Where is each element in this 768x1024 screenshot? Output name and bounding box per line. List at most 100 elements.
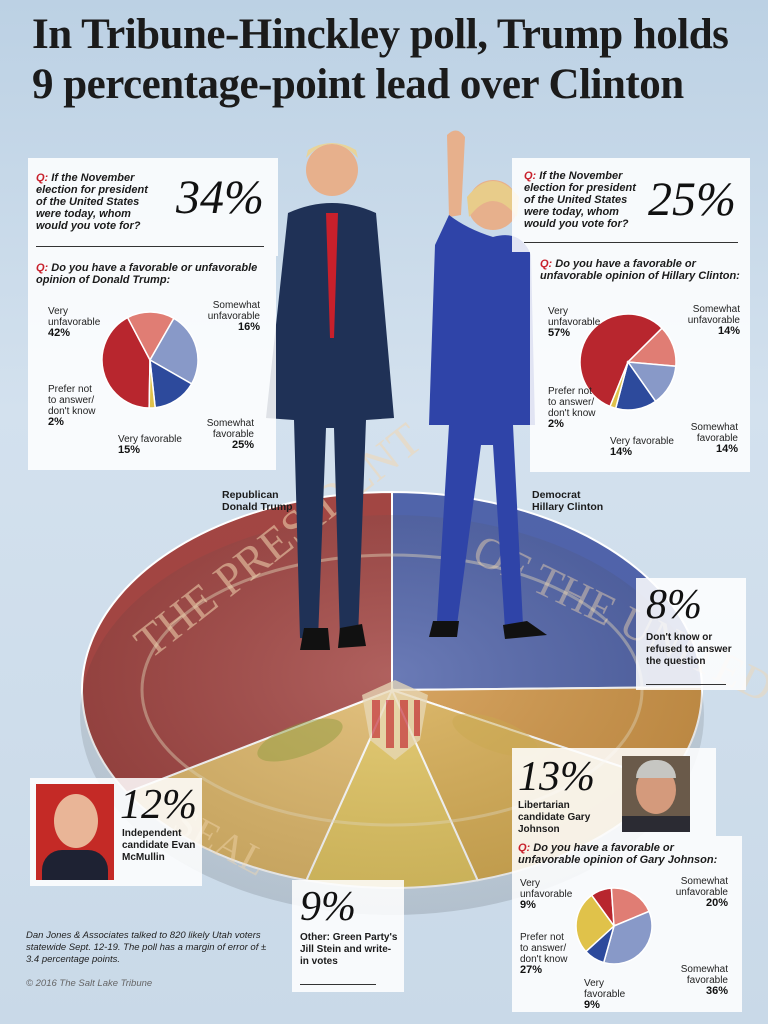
trump-label-very-unfav: Very unfavorable 42%: [48, 306, 103, 339]
q-marker: Q:: [518, 842, 531, 854]
other-panel: 9% Other: Green Party's Jill Stein and w…: [292, 880, 404, 992]
clinton-label-prefer-not: Prefer not to answer/ don't know 2%: [548, 386, 596, 430]
label-text: Very unfavorable: [548, 306, 601, 328]
label-text: Somewhat favorable: [206, 418, 254, 440]
label-pct: 16%: [237, 321, 260, 333]
clinton-label-very-fav: Very favorable 14%: [610, 436, 682, 458]
johnson-percent: 13%: [518, 754, 595, 800]
clinton-fav-slice-0: [579, 313, 664, 408]
label-text: Very unfavorable: [520, 878, 573, 900]
label-text: Very favorable: [118, 434, 182, 445]
trump-photo: [266, 143, 394, 650]
label-pct: 9%: [520, 899, 536, 911]
clinton-fav-slice-4: [609, 361, 629, 410]
clinton-favorability-pie: [579, 313, 677, 411]
clinton-favorability-panel: Q: Do you have a favorable or unfavorabl…: [530, 252, 750, 472]
dontknow-caption: Don't know or refused to answer the ques…: [646, 632, 732, 667]
copyright: © 2016 The Salt Lake Tribune: [26, 978, 153, 989]
q-marker: Q:: [36, 172, 49, 184]
trump-caption: Republican Donald Trump: [222, 489, 293, 513]
johnson-favorability-panel: Q: Do you have a favorable or unfavorabl…: [512, 836, 742, 1012]
trump-vote-question: Q: If the November election for presiden…: [36, 172, 161, 232]
label-pct: 2%: [48, 416, 64, 428]
label-pct: 42%: [48, 327, 71, 339]
q-marker: Q:: [524, 170, 537, 182]
johnson-label-somewhat-unfav: Somewhat unfavorable 20%: [660, 876, 728, 909]
methodology-note: Dan Jones & Associates talked to 820 lik…: [26, 930, 267, 965]
johnson-label-prefer-not: Prefer not to answer/ don't know 27%: [520, 932, 568, 976]
mcmullin-percent: 12%: [120, 782, 197, 828]
label-text: Somewhat favorable: [680, 964, 728, 986]
mcmullin-panel: 12% Independent candidate Evan McMullin: [30, 778, 202, 886]
johnson-label-very-fav: Very favorable 9%: [584, 978, 644, 1011]
trump-vote-panel: Q: If the November election for presiden…: [28, 158, 278, 256]
clinton-vote-percent: 25%: [648, 173, 736, 226]
johnson-favorability-pie: [575, 887, 653, 965]
clinton-label-very-unfav: Very unfavorable 57%: [548, 306, 603, 339]
label-pct: 2%: [548, 418, 564, 430]
label-pct: 36%: [705, 985, 728, 997]
clinton-label-somewhat-unfav: Somewhat unfavorable 14%: [678, 304, 740, 337]
label-pct: 15%: [118, 444, 141, 456]
johnson-fav-slice-2: [602, 910, 653, 965]
label-text: Somewhat unfavorable: [207, 300, 260, 322]
trump-fav-slice-4: [148, 359, 157, 409]
trump-favorability-pie: [101, 311, 199, 409]
label-text: Very favorable: [584, 978, 626, 1000]
mcmullin-photo: [36, 784, 114, 880]
dontknow-panel: 8% Don't know or refused to answer the q…: [636, 578, 746, 690]
trump-vote-percent: 34%: [176, 171, 264, 224]
label-text: Prefer not to answer/ don't know: [48, 384, 96, 417]
johnson-fav-question-text: Do you have a favorable or unfavorable o…: [518, 842, 718, 866]
mcmullin-suit: [42, 850, 108, 880]
headline-line-1: In Tribune-Hinckley poll, Trump holds: [32, 11, 729, 58]
other-caption: Other: Green Party's Jill Stein and writ…: [300, 932, 398, 967]
label-pct: 20%: [705, 897, 728, 909]
q-marker: Q:: [36, 262, 49, 274]
trump-label-somewhat-unfav: Somewhat unfavorable 16%: [196, 300, 260, 333]
clinton-caption: Democrat Hillary Clinton: [532, 489, 604, 513]
trump-fav-slice-2: [148, 317, 199, 385]
label-text: Somewhat unfavorable: [687, 304, 740, 326]
dontknow-percent: 8%: [646, 582, 702, 628]
clinton-label-somewhat-fav: Somewhat favorable 14%: [682, 422, 738, 455]
trump-vote-question-text: If the November election for president o…: [36, 172, 148, 232]
clinton-vote-question: Q: If the November election for presiden…: [524, 170, 644, 230]
trump-label-somewhat-fav: Somewhat favorable 25%: [198, 418, 254, 451]
q-marker: Q:: [540, 258, 553, 270]
trump-label-very-fav: Very favorable 15%: [118, 434, 190, 456]
johnson-panel: 13% Libertarian candidate Gary Johnson: [512, 748, 716, 836]
label-pct: 14%: [715, 443, 738, 455]
label-text: Prefer not to answer/ don't know: [548, 386, 596, 419]
johnson-fav-question: Q: Do you have a favorable or unfavorabl…: [518, 842, 736, 866]
label-text: Very unfavorable: [48, 306, 101, 328]
mcmullin-caption: Independent candidate Evan McMullin: [122, 828, 196, 863]
trump-fav-slice-0: [101, 316, 151, 409]
label-pct: 25%: [231, 439, 254, 451]
trump-fav-question: Q: Do you have a favorable or unfavorabl…: [36, 262, 266, 286]
label-pct: 14%: [717, 325, 740, 337]
trump-fav-question-text: Do you have a favorable or unfavorable o…: [36, 262, 258, 286]
label-text: Very favorable: [610, 436, 674, 447]
label-pct: 57%: [548, 327, 571, 339]
label-pct: 27%: [520, 964, 543, 976]
clinton-fav-question: Q: Do you have a favorable or unfavorabl…: [540, 258, 745, 282]
trump-favorability-panel: Q: Do you have a favorable or unfavorabl…: [28, 256, 276, 470]
label-text: Somewhat unfavorable: [675, 876, 728, 898]
johnson-hair: [636, 760, 676, 778]
label-pct: 9%: [584, 999, 600, 1011]
johnson-label-somewhat-fav: Somewhat favorable 36%: [670, 964, 728, 997]
johnson-fav-slice-1: [610, 887, 651, 928]
headline: In Tribune-Hinckley poll, Trump holds 9 …: [32, 10, 752, 110]
eagle-emblem-icon: [257, 680, 538, 762]
johnson-label-very-unfav: Very unfavorable 9%: [520, 878, 575, 911]
johnson-fav-slice-4: [575, 894, 616, 953]
clinton-photo: [429, 130, 547, 639]
clinton-vote-panel: Q: If the November election for presiden…: [512, 158, 750, 252]
clinton-vote-question-text: If the November election for president o…: [524, 170, 636, 230]
trump-label-prefer-not: Prefer not to answer/ don't know 2%: [48, 384, 96, 428]
mcmullin-head: [54, 794, 98, 848]
johnson-caption: Libertarian candidate Gary Johnson: [518, 800, 591, 835]
other-percent: 9%: [300, 884, 356, 930]
johnson-shirt: [622, 816, 690, 832]
